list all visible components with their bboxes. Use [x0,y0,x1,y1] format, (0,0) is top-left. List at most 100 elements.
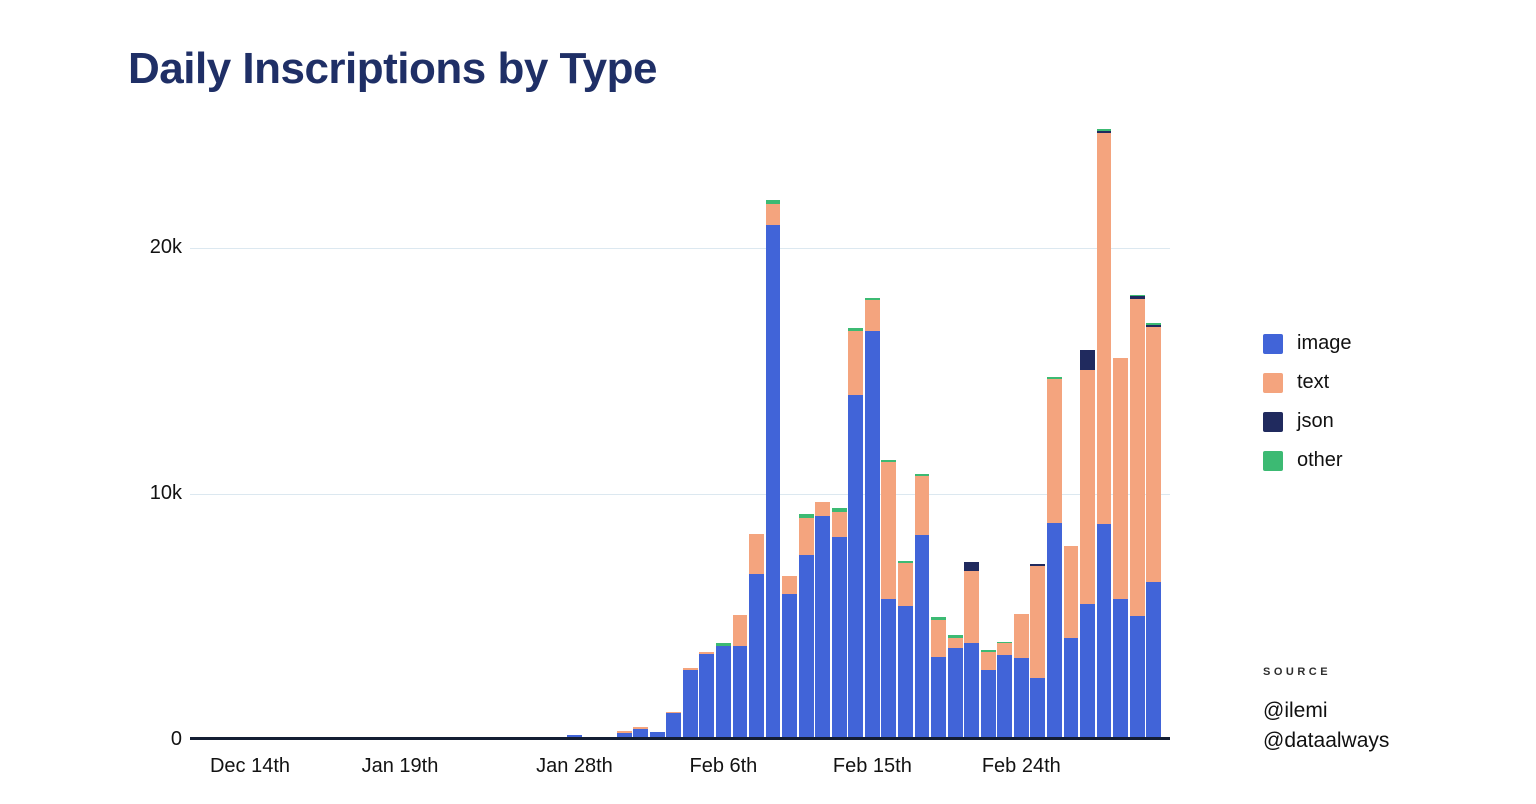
bar-mar-1 [1096,128,1112,739]
segment-other [798,513,814,518]
segment-other [997,641,1013,644]
segment-text [848,330,864,395]
segment-image [682,670,698,739]
segment-image [1096,523,1112,739]
segment-text [881,462,897,599]
bar-feb-6 [715,643,731,739]
plot-area [190,120,1170,740]
segment-text [931,619,946,657]
segment-image [898,606,913,739]
segment-text [782,575,798,594]
segment-text [1030,565,1046,678]
segment-text [1129,298,1145,616]
segment-image [798,554,814,739]
segment-image [715,645,731,739]
segment-image [947,648,963,739]
gridline-10k [190,494,1170,495]
segment-json [964,561,980,571]
bar-feb-17 [898,561,913,739]
bar-feb-25 [1030,563,1046,739]
segment-text [980,651,996,671]
segment-text [633,726,649,729]
segment-text [765,204,781,225]
segment-other [914,474,930,476]
segment-image [616,732,632,739]
segment-image [649,731,665,739]
bar-feb-27 [1063,545,1079,739]
legend-swatch-text [1263,372,1283,393]
segment-image [749,574,764,739]
segment-image [732,645,748,739]
legend-swatch-other [1263,450,1283,471]
segment-other [1046,377,1062,379]
source-block: SOURCE @ilemi @dataalways [1263,666,1389,756]
segment-image [699,654,715,739]
segment-image [964,643,980,739]
segment-image [1063,638,1079,739]
bar-feb-21 [964,561,980,739]
segment-image [782,593,798,739]
segment-other [980,650,996,652]
segment-other [715,643,731,646]
segment-text [1063,545,1079,639]
segment-json [1129,296,1145,299]
bar-feb-10 [782,575,798,739]
source-label: SOURCE [1263,666,1332,678]
segment-text [1080,370,1095,604]
segment-image [1080,603,1095,739]
segment-text [1046,378,1062,523]
segment-other [1146,323,1162,325]
segment-text [864,299,880,331]
segment-other [864,297,880,300]
legend-label-other: other [1297,449,1343,471]
segment-image [1113,598,1129,739]
segment-image [931,656,946,739]
legend-swatch-image [1263,333,1283,354]
bar-feb-2 [649,731,665,739]
legend-item-text: text [1263,371,1351,394]
source-handle-ilemi: @ilemi [1263,699,1328,722]
segment-image [815,516,831,739]
x-tick-feb-24th: Feb 24th [981,755,1061,777]
legend-swatch-json [1263,411,1283,432]
x-axis-baseline [190,737,1170,740]
x-tick-jan-19th: Jan 19th [361,755,439,777]
bar-feb-19 [931,616,946,739]
legend-item-image: image [1263,332,1351,355]
y-tick-20k: 20k [149,236,182,258]
segment-json [1146,324,1162,328]
bar-feb-7 [732,614,748,739]
bar-mar-4 [1146,323,1162,739]
segment-image [1046,522,1062,739]
segment-json [1096,131,1112,133]
segment-text [1013,613,1029,658]
segment-text [666,712,682,714]
legend-label-image: image [1297,332,1352,354]
segment-other [1096,128,1112,132]
bar-feb-24 [1013,613,1029,739]
legend: image text json other [1263,332,1351,488]
segment-image [1146,581,1162,739]
bar-feb-8 [749,533,764,739]
segment-image [997,655,1013,739]
segment-text [997,643,1013,656]
x-tick-jan-28th: Jan 28th [536,755,613,777]
segment-other [898,561,913,564]
segment-image [666,713,682,739]
segment-text [732,614,748,646]
segment-other [765,200,781,205]
legend-label-json: json [1297,410,1334,432]
bar-feb-13 [831,507,847,739]
segment-text [699,651,715,655]
bar-feb-20 [947,635,963,739]
chart-title: Daily Inscriptions by Type [128,44,658,93]
segment-image [1030,677,1046,739]
bar-feb-4 [682,667,698,739]
y-tick-0: 0 [170,728,182,750]
segment-image [765,224,781,739]
segment-image [914,534,930,739]
bar-feb-28 [1080,350,1095,739]
segment-image [1013,657,1029,739]
bar-mar-2 [1113,357,1129,739]
